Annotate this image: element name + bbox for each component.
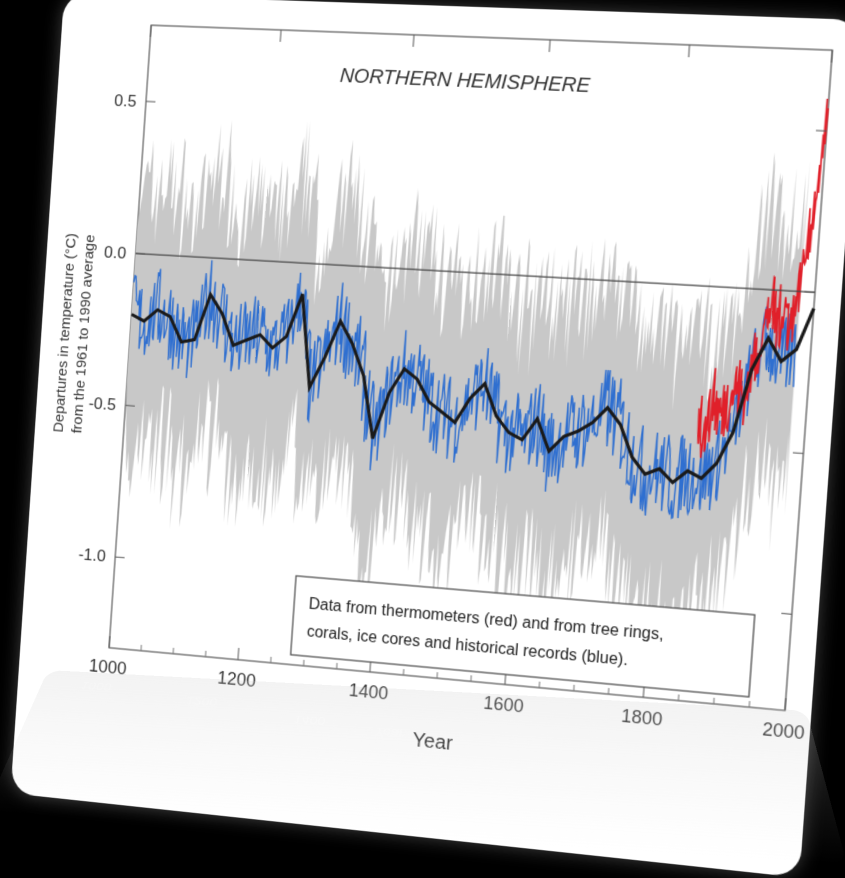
chart-title: NORTHERN HEMISPHERE xyxy=(339,65,592,98)
y-tick-label: -0.5 xyxy=(88,394,117,415)
y-tick-mark-right xyxy=(781,613,792,614)
reflection-xlabel: Year xyxy=(374,726,405,741)
y-tick-mark xyxy=(136,254,145,255)
x-tick-mark-top xyxy=(549,40,550,52)
y-tick-mark-right xyxy=(793,453,804,454)
reflection-tick-1600: 1600 xyxy=(414,740,448,755)
y-tick-mark xyxy=(125,405,134,406)
x-tick-mark-top xyxy=(413,35,414,47)
reflection-tick-1000: 1000 xyxy=(78,680,113,694)
y-tick-label: 0.0 xyxy=(103,243,126,263)
y-tick-mark-right xyxy=(804,292,815,293)
x-tick-mark xyxy=(238,648,239,660)
x-tick-mark-top xyxy=(689,45,690,57)
x-tick-mark-top xyxy=(280,30,281,42)
reflection-tick-1400: 1400 xyxy=(292,713,326,728)
y-tick-mark xyxy=(115,557,124,558)
y-tick-label: -1.0 xyxy=(78,545,107,566)
y-tick-label: 0.5 xyxy=(114,91,137,111)
reflection-tick-1200: 1200 xyxy=(184,695,219,709)
